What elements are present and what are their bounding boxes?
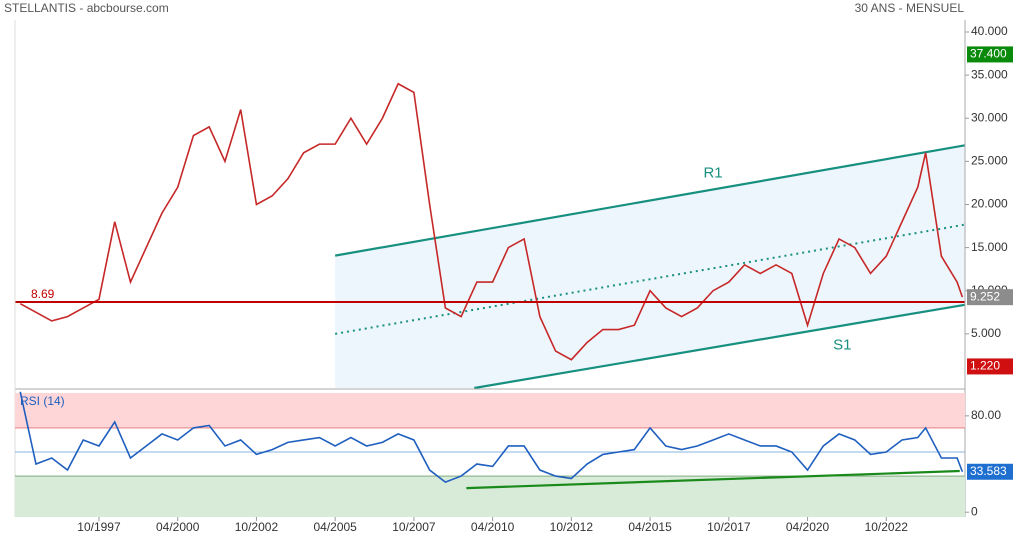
y-tick-label: 30.000 [971,110,1008,124]
y-tick-label: 35.000 [971,67,1008,81]
price-tag-label: 37.400 [970,47,1007,61]
price-tag [967,46,1013,63]
x-tick-label: 04/2010 [471,520,515,534]
price-line [19,82,964,361]
y-tick-label: 80.00 [971,408,1001,422]
trend-line [334,144,966,257]
rsi-title: RSI (14) [20,394,65,408]
x-tick-label: 10/2007 [392,520,436,534]
rsi-tag [967,463,1013,480]
y-tick-label: 15.000 [971,240,1008,254]
rsi-tag-label: 33.583 [970,464,1007,478]
trend-label: R1 [703,164,722,181]
y-tick-label: 0 [971,504,978,518]
channel-fill [335,145,965,388]
y-tick-label: 5.000 [971,326,1001,340]
price-tag [967,289,1013,306]
x-tick-label: 10/2017 [707,520,751,534]
x-tick-label: 10/2012 [550,520,594,534]
level-label: 8.69 [31,287,55,301]
trend-line [334,223,966,335]
price-tag-label: 1.220 [970,359,1000,373]
x-tick-label: 04/2000 [156,520,200,534]
price-tag [967,358,1013,375]
x-tick-label: 04/2015 [628,520,672,534]
x-tick-label: 10/2022 [865,520,909,534]
rsi-line [19,391,964,483]
rsi-trend-line [466,469,960,490]
trend-label: S1 [833,337,851,354]
chart-subtitle: 30 ANS - MENSUEL [855,1,965,15]
y-tick-label: 20.000 [971,197,1008,211]
y-tick-label: 25.000 [971,154,1008,168]
rsi-zone [15,476,965,517]
rsi-zone [15,393,965,428]
x-tick-label: 04/2005 [313,520,357,534]
trend-line [474,303,966,390]
x-tick-label: 10/1997 [77,520,121,534]
chart-title: STELLANTIS - abcbourse.com [4,1,169,15]
price-tag-label: 9.252 [970,289,1000,303]
y-tick-label: 40.000 [971,24,1008,38]
x-tick-label: 04/2020 [786,520,830,534]
x-tick-label: 10/2002 [235,520,279,534]
